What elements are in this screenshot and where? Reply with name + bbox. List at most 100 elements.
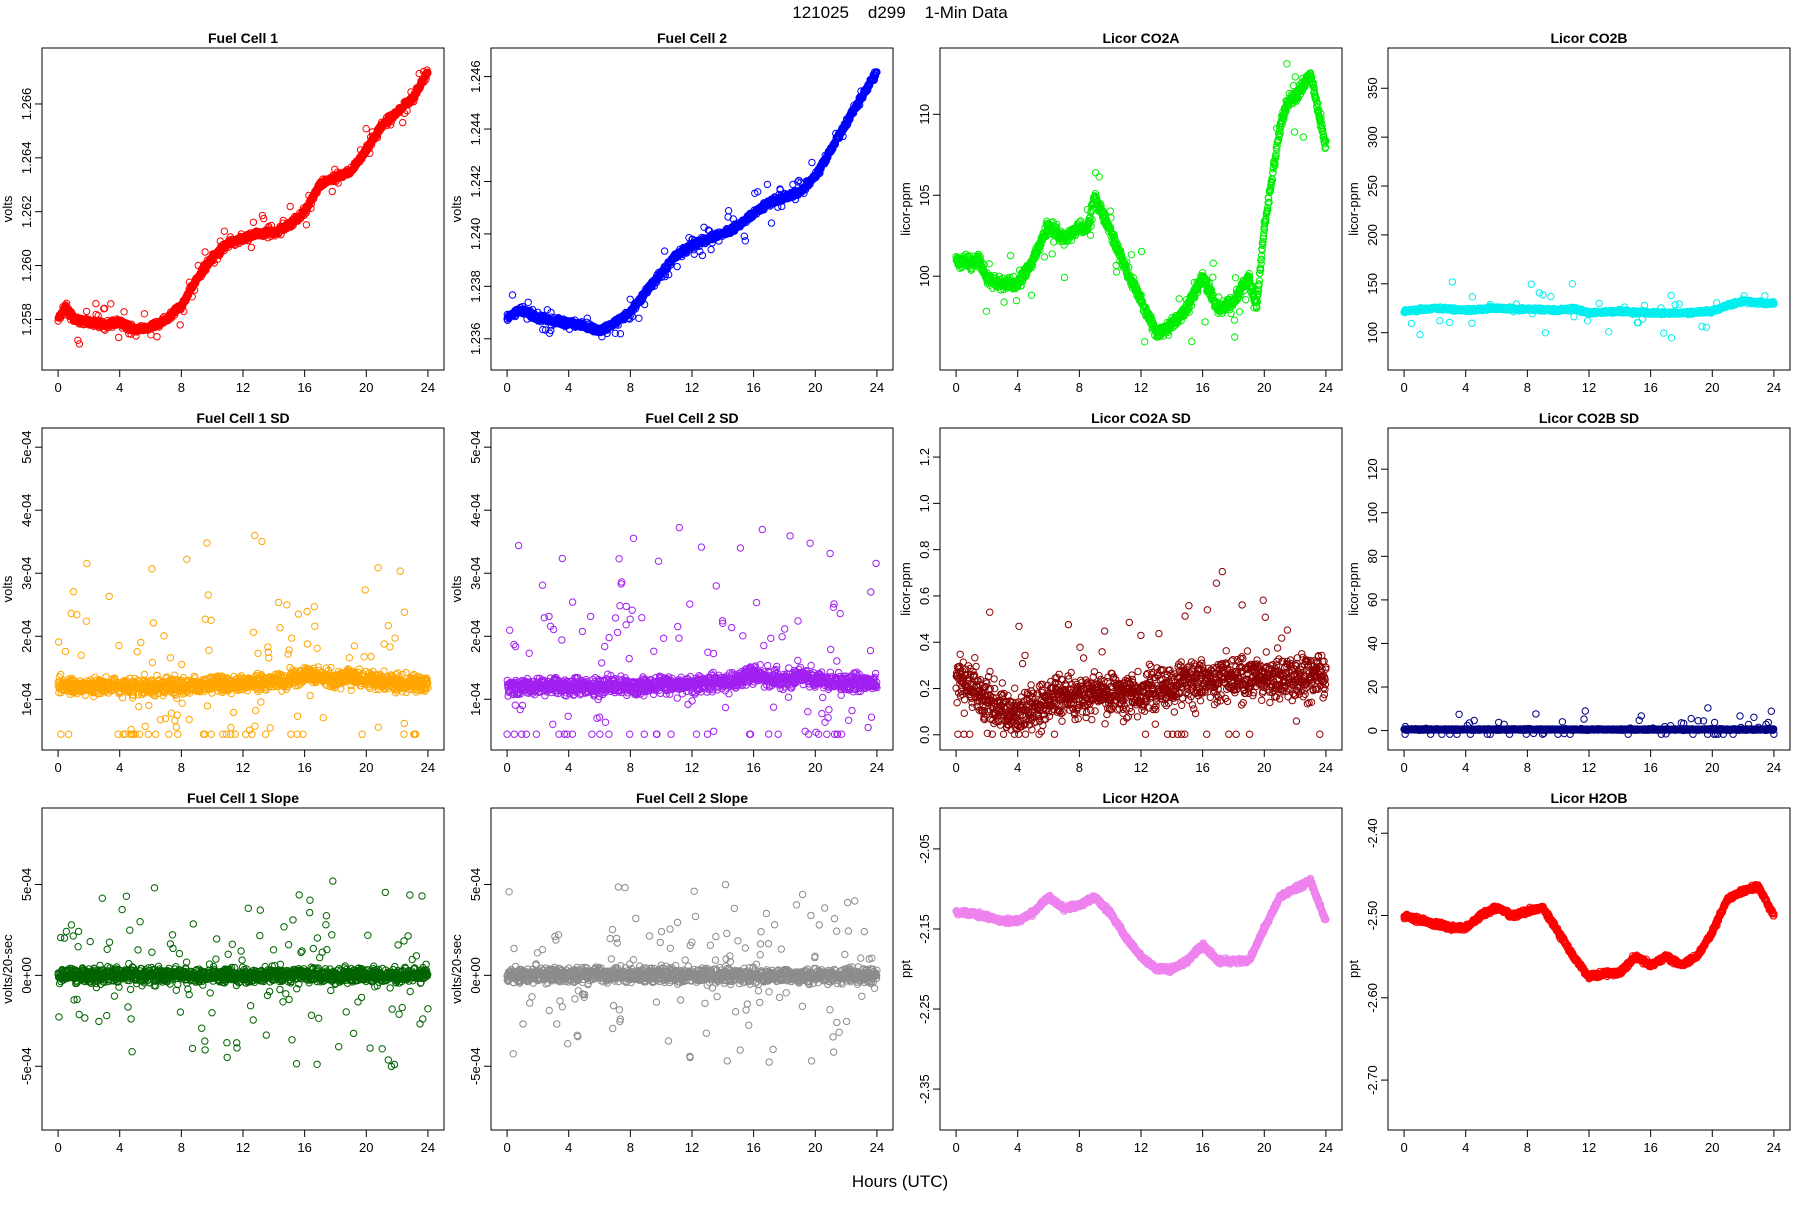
fuel-cell-1-xtick-label: 0 (54, 380, 61, 395)
licor-co2b-ytick-label: 200 (1365, 224, 1380, 246)
fuel-cell-2-xtick-label: 16 (746, 380, 760, 395)
fuel-cell-1-ytick-label: 1.258 (19, 303, 34, 336)
licor-co2b-xtick-label: 12 (1582, 380, 1596, 395)
licor-co2b-xtick-label: 24 (1767, 380, 1781, 395)
data-point (742, 238, 748, 244)
licor-co2b-ytick-label: 150 (1365, 273, 1380, 295)
licor-co2a-xtick-label: 12 (1134, 380, 1148, 395)
data-point (768, 220, 774, 226)
data-point (1107, 208, 1113, 214)
data-point (1210, 260, 1216, 266)
licor-co2a-xtick-label: 0 (952, 380, 959, 395)
fuel-cell-2-xtick-label: 12 (685, 380, 699, 395)
data-point (1061, 274, 1067, 280)
data-point (363, 126, 369, 132)
licor-co2a-ytick-label: 110 (917, 104, 932, 125)
data-point (303, 222, 309, 228)
data-point (1142, 339, 1148, 345)
data-point (809, 159, 815, 165)
data-point (83, 308, 89, 314)
data-point (661, 248, 667, 254)
data-point (1292, 74, 1298, 80)
licor-co2b-xtick-label: 8 (1524, 380, 1531, 395)
fuel-cell-1-xtick-label: 8 (178, 380, 185, 395)
data-point (1189, 338, 1195, 344)
fuel-cell-1-ytick-label: 1.266 (19, 88, 34, 121)
fuel-cell-2-ytick-label: 1.242 (468, 165, 483, 198)
licor-co2a-ytick-label: 105 (917, 184, 932, 206)
data-point (1096, 174, 1102, 180)
data-point (1232, 275, 1238, 281)
fuel-cell-1-xtick-label: 24 (421, 380, 435, 395)
fuel-cell-2-xtick-label: 24 (870, 380, 884, 395)
data-point (177, 322, 183, 328)
data-point (1087, 232, 1093, 238)
fuel-cell-2-ylabel: volts (449, 195, 464, 222)
fuel-cell-1-xtick-label: 4 (116, 380, 123, 395)
fuel-cell-1-ytick-label: 1.262 (19, 195, 34, 228)
data-point (1228, 310, 1234, 316)
data-point (400, 119, 406, 125)
licor-co2b-xtick-label: 20 (1705, 380, 1719, 395)
fuel-cell-2-ytick-label: 1.244 (468, 113, 483, 146)
data-point (1176, 296, 1182, 302)
fuel-cell-1-ytick-label: 1.260 (19, 249, 34, 282)
fuel-cell-2-xtick-label: 0 (503, 380, 510, 395)
data-point (93, 300, 99, 306)
fuel-cell-2-xtick-label: 4 (565, 380, 572, 395)
data-point (202, 249, 208, 255)
licor-co2a-xtick-label: 16 (1195, 380, 1209, 395)
data-point (1041, 254, 1047, 260)
licor-co2a-ylabel: licor-ppm (898, 182, 913, 235)
licor-co2a-plot-frame (940, 48, 1342, 370)
data-point (1243, 297, 1249, 303)
data-point (1013, 297, 1019, 303)
fuel-cell-1-points (55, 67, 431, 347)
licor-co2b-ytick-label: 250 (1365, 175, 1380, 197)
data-point (1528, 281, 1534, 287)
data-point (250, 219, 256, 225)
data-point (1437, 318, 1443, 324)
data-point (1417, 331, 1423, 337)
licor-co2a-xtick-label: 24 (1319, 380, 1333, 395)
licor-co2b-title: Licor CO2B (1550, 30, 1627, 46)
licor-co2b-points (1401, 279, 1777, 341)
fuel-cell-2-title: Fuel Cell 2 (657, 30, 727, 46)
data-point (154, 334, 160, 340)
licor-co2b-ylabel: licor-ppm (1346, 182, 1361, 235)
data-point (1049, 251, 1055, 257)
data-point (741, 233, 747, 239)
data-point (1231, 317, 1237, 323)
fuel-cell-2-ytick-label: 1.246 (468, 60, 483, 93)
fuel-cell-1-title: Fuel Cell 1 (208, 30, 278, 46)
data-point (1138, 248, 1144, 254)
fuel-cell-2-xtick-label: 20 (808, 380, 822, 395)
licor-co2a-title: Licor CO2A (1102, 30, 1179, 46)
licor-co2a-xtick-label: 20 (1257, 380, 1271, 395)
fuel-cell-2-xtick-label: 8 (627, 380, 634, 395)
data-point (1542, 330, 1548, 336)
licor-co2b-ytick-label: 350 (1365, 77, 1380, 99)
data-point (525, 299, 531, 305)
data-point (636, 315, 642, 321)
data-point (221, 228, 227, 234)
data-point (1007, 252, 1013, 258)
data-point (329, 188, 335, 194)
data-point (1001, 299, 1007, 305)
licor-co2b-plot-frame (1388, 48, 1790, 370)
fuel-cell-2-ytick-label: 1.240 (468, 218, 483, 251)
data-point (1113, 269, 1119, 275)
data-point (121, 309, 127, 315)
licor-co2b-ytick-label: 100 (1365, 322, 1380, 344)
data-point (1469, 320, 1475, 326)
data-point (1092, 170, 1098, 176)
data-point (1446, 319, 1452, 325)
licor-co2a-xtick-label: 8 (1076, 380, 1083, 395)
data-point (674, 263, 680, 269)
data-point (287, 203, 293, 209)
